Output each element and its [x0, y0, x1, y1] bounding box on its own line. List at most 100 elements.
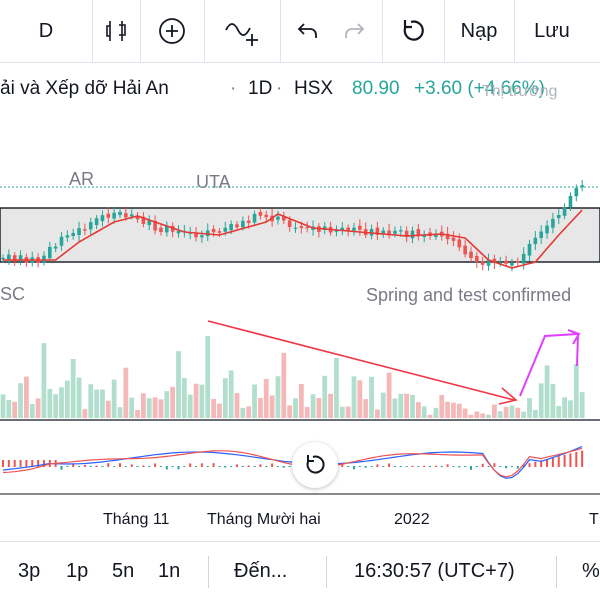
- macd-histogram-bar: [364, 466, 367, 468]
- volume-bar: [246, 406, 252, 418]
- macd-histogram-bar: [13, 460, 16, 467]
- volume-bar: [158, 399, 164, 418]
- refresh-button[interactable]: [382, 0, 444, 62]
- candle-body: [545, 225, 549, 234]
- volume-bar: [88, 384, 94, 418]
- macd-histogram-bar: [429, 466, 432, 467]
- volume-bar: [170, 386, 176, 418]
- annotation-spring[interactable]: Spring and test confirmed: [366, 285, 571, 305]
- interval-button[interactable]: D: [0, 0, 92, 62]
- volume-bar: [328, 393, 333, 418]
- macd-histogram-bar: [171, 466, 174, 467]
- candle-body: [223, 227, 228, 232]
- macd-histogram-bar: [2, 460, 4, 467]
- candle-body: [217, 231, 222, 233]
- toolbar-divider: [140, 0, 141, 62]
- range-label: 1p: [66, 560, 89, 582]
- candle-body: [556, 215, 561, 219]
- annotation-uta[interactable]: UTA: [196, 172, 231, 192]
- volume-bar: [82, 409, 88, 418]
- volume-bar: [298, 383, 304, 418]
- candle-body: [562, 207, 567, 216]
- volume-bar: [532, 409, 538, 418]
- macd-histogram-bar: [183, 466, 186, 467]
- red-trend-arrow[interactable]: [207, 320, 515, 401]
- macd-histogram-bar: [218, 466, 221, 467]
- macd-histogram-bar: [78, 466, 81, 467]
- volume-bar: [515, 407, 521, 418]
- candle-body: [129, 214, 134, 217]
- bar-style-button[interactable]: [92, 0, 140, 62]
- separator-dot: ·: [276, 78, 283, 99]
- annotation-ar[interactable]: AR: [69, 169, 94, 189]
- volume-bar: [111, 379, 117, 418]
- volume-bar: [357, 380, 363, 418]
- indicators-icon: [225, 23, 258, 46]
- goto-date-button[interactable]: Đến...: [234, 542, 287, 601]
- candle-body: [12, 255, 17, 262]
- candle-body: [486, 260, 491, 266]
- symbol-interval: 1D: [248, 78, 273, 99]
- candle-body: [176, 230, 181, 234]
- macd-histogram-bar: [446, 464, 449, 467]
- percent-scale-button[interactable]: %: [582, 542, 600, 601]
- volume-bar: [263, 378, 269, 418]
- symbol-exchange: HSX: [294, 78, 334, 99]
- time-label: 16:30:57 (UTC+7): [354, 560, 515, 582]
- volume-bar: [176, 351, 181, 418]
- volume-bar: [105, 400, 111, 418]
- macd-histogram-bar: [493, 463, 496, 467]
- candle-body: [510, 263, 514, 266]
- candle-body: [580, 185, 584, 188]
- volume-bar: [59, 387, 64, 418]
- candle-body: [77, 228, 81, 236]
- macd-histogram-bar: [557, 456, 560, 467]
- volume-bar: [193, 383, 199, 418]
- range-1p-button[interactable]: 1p: [66, 542, 88, 601]
- candle-body: [276, 216, 280, 220]
- volume-bar: [398, 393, 404, 418]
- symbol-name[interactable]: ải và Xếp dỡ Hải An: [0, 78, 169, 99]
- macd-histogram-bar: [206, 466, 209, 467]
- macd-histogram-bar: [7, 460, 10, 467]
- volume-bar: [456, 403, 462, 418]
- volume-bar: [310, 394, 316, 418]
- range-3p-button[interactable]: 3p: [18, 542, 40, 601]
- candle-body: [381, 230, 386, 235]
- volume-bar: [322, 375, 328, 418]
- undo-button[interactable]: [290, 0, 326, 62]
- candle-body: [451, 237, 456, 241]
- toolbar-divider: [204, 0, 205, 62]
- compare-button[interactable]: [140, 0, 204, 62]
- volume-bar: [141, 393, 146, 418]
- reset-chart-button[interactable]: [292, 442, 338, 488]
- range-1n-button[interactable]: 1n: [158, 542, 180, 601]
- macd-histogram-bar: [411, 465, 414, 467]
- volume-bar: [53, 394, 59, 418]
- volume-bar: [100, 389, 105, 418]
- annotation-sc[interactable]: SC: [0, 284, 25, 304]
- candle-body: [282, 216, 286, 221]
- volume-bar: [222, 378, 228, 418]
- macd-histogram-bar: [247, 465, 250, 467]
- indicators-button[interactable]: [204, 0, 280, 62]
- candle-body: [574, 187, 579, 197]
- volume-bar: [234, 393, 240, 418]
- timezone-button[interactable]: 16:30:57 (UTC+7): [354, 542, 515, 601]
- interval-label: D: [38, 19, 54, 42]
- load-layout-button[interactable]: Nạp: [444, 0, 514, 62]
- chart-canvas[interactable]: AR UTA SC Spring and test confirmed: [0, 108, 600, 540]
- redo-button[interactable]: [336, 0, 372, 62]
- magenta-arrow[interactable]: [519, 332, 580, 397]
- macd-histogram-bar: [154, 463, 157, 467]
- volume-bar: [240, 407, 246, 418]
- volume-bar: [351, 376, 357, 418]
- range-label: 5n: [112, 560, 135, 582]
- volume-bar: [538, 383, 544, 418]
- range-5n-button[interactable]: 5n: [112, 542, 134, 601]
- volume-bar: [252, 384, 257, 418]
- save-layout-button[interactable]: Lưu: [514, 0, 590, 62]
- macd-histogram-bar: [487, 466, 490, 467]
- candle-body: [71, 232, 75, 237]
- macd-histogram-bar: [276, 466, 279, 467]
